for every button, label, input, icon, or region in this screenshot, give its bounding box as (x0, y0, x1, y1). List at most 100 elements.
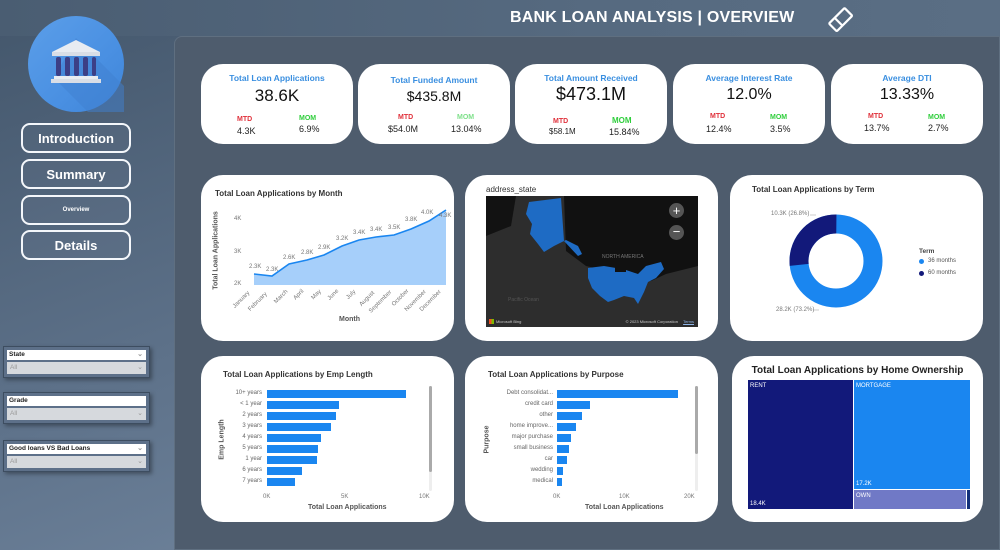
state-slicer-header: State ⌄ (7, 350, 146, 360)
good-vs-bad-loans-slicer[interactable]: Good loans VS Bad Loans ⌄ All ⌄ (3, 440, 150, 472)
chevron-down-icon: ⌄ (137, 351, 143, 358)
kpi-mtd-label: MTD (553, 118, 569, 125)
kpi-card-total-loan-applications[interactable]: Total Loan Applications 38.6K MTD 4.3K M… (201, 64, 353, 144)
bar-category-label: other (539, 412, 553, 418)
bar-home-improvement[interactable] (557, 423, 576, 431)
x-axis-title: Month (339, 316, 360, 323)
bar-major-purchase[interactable] (557, 434, 571, 442)
nav-summary-button[interactable]: Summary (21, 159, 131, 189)
data-label: 3.5K (388, 225, 401, 231)
chart-title: Total Loan Applications by Home Ownershi… (751, 365, 964, 376)
chart-applications-by-emp-length[interactable]: Total Loan Applications by Emp Length Em… (201, 356, 454, 522)
data-label: 2.8K (301, 250, 314, 256)
chevron-down-icon: ⌄ (137, 458, 143, 465)
kpi-card-average-interest-rate[interactable]: Average Interest Rate 12.0% MTD 12.4% MO… (673, 64, 825, 144)
area-series (253, 209, 447, 285)
treemap-own[interactable]: OWN (854, 490, 966, 509)
kpi-value: $473.1M (555, 84, 627, 104)
bar-other[interactable] (557, 412, 582, 420)
donut-label-60-months: 10.3K (26.8%) (771, 211, 810, 217)
x-axis-title: Total Loan Applications (308, 504, 387, 511)
kpi-mom-value: 13.04% (451, 124, 482, 134)
map-address-state[interactable]: address_state NORTH AMERICA Pacific Ocea… (465, 175, 718, 341)
data-label: 2.6K (283, 255, 296, 261)
bar-category-label: major purchase (511, 434, 553, 440)
state-slicer[interactable]: State ⌄ All ⌄ (3, 346, 150, 378)
grade-dropdown[interactable]: All ⌄ (7, 408, 146, 420)
clear-filters-eraser-icon[interactable] (826, 6, 856, 34)
bar-5-years[interactable] (267, 445, 318, 453)
bar-1-year[interactable] (267, 456, 317, 464)
bar-less-than-1-year[interactable] (267, 401, 339, 409)
treemap-other[interactable] (967, 490, 970, 509)
scrollbar-thumb[interactable] (429, 386, 432, 472)
x-tick: 10K (419, 494, 430, 500)
kpi-card-total-amount-received[interactable]: Total Amount Received $473.1M MTD $58.1M… (515, 64, 667, 144)
kpi-mtd-value: 12.4% (706, 124, 732, 134)
bar-category-label: 6 years (242, 467, 262, 473)
bar-10-plus-years[interactable] (267, 390, 406, 398)
nav-introduction-button[interactable]: Introduction (21, 123, 131, 153)
kpi-mom-label: MOM (457, 114, 475, 121)
nav-details-button[interactable]: Details (21, 230, 131, 260)
chart-applications-by-purpose[interactable]: Total Loan Applications by Purpose Purpo… (465, 356, 718, 522)
kpi-mtd-value: $54.0M (388, 124, 419, 134)
chart-title: Total Loan Applications by Term (752, 185, 875, 194)
chart-applications-by-month[interactable]: Total Loan Applications by Month Total L… (201, 175, 454, 341)
bar-wedding[interactable] (557, 467, 563, 475)
donut-label-36-months: 28.2K (73.2%) (776, 307, 815, 313)
bar-category-label: Debt consolidat... (506, 390, 553, 396)
map-terms-link[interactable]: Terms (683, 319, 694, 324)
bar-category-label: 3 years (242, 423, 262, 429)
bar-small-business[interactable] (557, 445, 569, 453)
kpi-mtd-value: $58.1M (549, 127, 576, 136)
good-vs-bad-dropdown[interactable]: All ⌄ (7, 456, 146, 468)
legend-dot-icon (919, 258, 924, 264)
x-tick: 20K (684, 494, 695, 500)
kpi-mom-label: MOM (928, 114, 946, 121)
bar-4-years[interactable] (267, 434, 321, 442)
nav-introduction-label: Introduction (38, 130, 114, 146)
nav-overview-button[interactable]: Overview (21, 195, 131, 225)
data-label: 2.3K (266, 267, 279, 273)
legend-item-36-months[interactable]: 36 months (919, 258, 956, 264)
x-tick: 0K (263, 494, 271, 500)
map-zoom-out-button[interactable]: − (669, 225, 684, 240)
legend-item-60-months[interactable]: 60 months (919, 270, 956, 276)
bar-credit-card[interactable] (557, 401, 590, 409)
grade-slicer[interactable]: Grade All ⌄ (3, 392, 150, 424)
bar-2-years[interactable] (267, 412, 336, 420)
kpi-title: Total Amount Received (544, 73, 638, 83)
bar-medical[interactable] (557, 478, 562, 486)
bar-car[interactable] (557, 456, 567, 464)
state-dropdown[interactable]: All ⌄ (7, 362, 146, 374)
data-label: 3.8K (405, 217, 418, 223)
kpi-card-average-dti[interactable]: Average DTI 13.33% MTD 13.7% MOM 2.7% (831, 64, 983, 144)
chevron-down-icon: ⌄ (137, 410, 143, 417)
bar-3-years[interactable] (267, 423, 331, 431)
data-label: 4.3K (439, 213, 452, 219)
bar-6-years[interactable] (267, 467, 302, 475)
scrollbar-thumb[interactable] (695, 386, 698, 454)
map-shapes: NORTH AMERICA Pacific Ocean (486, 196, 698, 327)
legend-dot-icon (919, 270, 924, 276)
bar-7-years[interactable] (267, 478, 295, 486)
bar-category-label: 2 years (242, 412, 262, 418)
treemap-label: RENT (750, 383, 767, 389)
map-copyright: © 2023 Microsoft Corporation Terms (625, 319, 694, 324)
chart-applications-by-home-ownership[interactable]: Total Loan Applications by Home Ownershi… (732, 356, 983, 522)
data-label: 4.0K (421, 210, 434, 216)
treemap-mortgage[interactable]: MORTGAGE 17.2K (854, 380, 970, 489)
bar-debt-consolidation[interactable] (557, 390, 678, 398)
chart-applications-by-term[interactable]: Total Loan Applications by Term 10.3K (2… (730, 175, 983, 341)
kpi-mtd-label: MTD (710, 113, 726, 120)
map-canvas[interactable]: NORTH AMERICA Pacific Ocean + − Microsof… (486, 196, 698, 327)
treemap-rent[interactable]: RENT 18.4K (748, 380, 853, 509)
map-zoom-in-button[interactable]: + (669, 203, 684, 218)
nav-details-label: Details (54, 237, 98, 253)
x-axis-title: Total Loan Applications (585, 504, 664, 511)
kpi-value: 13.33% (879, 86, 935, 103)
bar-category-label: small business (513, 445, 553, 451)
bar-category-label: < 1 year (240, 401, 262, 407)
kpi-card-total-funded-amount[interactable]: Total Funded Amount $435.8M MTD $54.0M M… (358, 64, 510, 144)
